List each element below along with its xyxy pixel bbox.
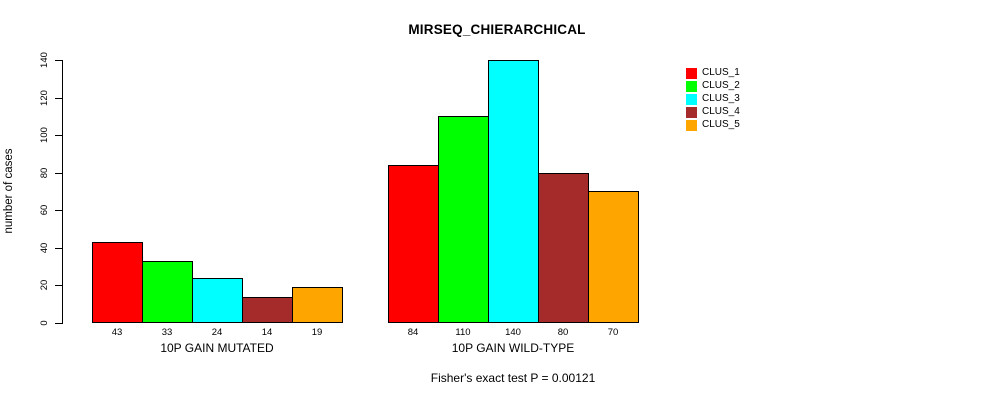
x-axis-group-label: 10P GAIN MUTATED — [160, 341, 274, 355]
legend-swatch-clus_4 — [686, 107, 697, 118]
bar-clus_4-group-2 — [538, 173, 589, 323]
y-axis-tick-label: 80 — [39, 167, 50, 179]
bar-value-label: 84 — [407, 327, 419, 338]
bar-value-label: 43 — [111, 327, 123, 338]
bar-clus_3-group-2 — [488, 60, 539, 323]
y-axis-tick-label: 60 — [39, 204, 50, 216]
y-axis-line — [62, 60, 63, 324]
chart-title: MIRSEQ_CHIERARCHICAL — [408, 22, 586, 37]
legend-label: CLUS_5 — [702, 119, 740, 130]
legend-label: CLUS_2 — [702, 80, 740, 91]
bar-clus_1-group-1 — [92, 242, 143, 323]
legend-swatch-clus_1 — [686, 68, 697, 79]
legend-swatch-clus_2 — [686, 81, 697, 92]
y-axis-tick-label: 100 — [39, 127, 50, 143]
bar-clus_2-group-2 — [438, 116, 489, 323]
y-axis-tick-label: 40 — [39, 242, 50, 254]
legend-label: CLUS_1 — [702, 67, 740, 78]
legend-label: CLUS_4 — [702, 106, 740, 117]
bar-value-label: 33 — [161, 327, 173, 338]
y-axis-tick-label: 140 — [39, 52, 50, 68]
y-axis-tick — [55, 210, 62, 211]
y-axis-tick-label: 0 — [39, 320, 50, 326]
y-axis-tick-label: 120 — [39, 90, 50, 106]
bar-value-label: 70 — [607, 327, 619, 338]
y-axis-tick — [55, 173, 62, 174]
bar-value-label: 19 — [311, 327, 323, 338]
legend-swatch-clus_5 — [686, 120, 697, 131]
bar-value-label: 110 — [455, 327, 471, 338]
legend-swatch-clus_3 — [686, 94, 697, 105]
bar-value-label: 140 — [505, 327, 521, 338]
y-axis-tick — [55, 135, 62, 136]
y-axis-tick — [55, 98, 62, 99]
bar-clus_4-group-1 — [242, 297, 293, 323]
bar-clus_2-group-1 — [142, 261, 193, 323]
bar-clus_3-group-1 — [192, 278, 243, 323]
bar-clus_5-group-1 — [292, 287, 343, 323]
bar-value-label: 24 — [211, 327, 223, 338]
y-axis-tick — [55, 60, 62, 61]
y-axis-tick — [55, 323, 62, 324]
legend-label: CLUS_3 — [702, 93, 740, 104]
bar-value-label: 14 — [261, 327, 273, 338]
x-axis-group-label: 10P GAIN WILD-TYPE — [451, 341, 575, 355]
annotation-text: Fisher's exact test P = 0.00121 — [430, 371, 596, 385]
bar-clus_1-group-2 — [388, 165, 439, 323]
bar-value-label: 80 — [557, 327, 569, 338]
y-axis-tick — [55, 285, 62, 286]
bar-clus_5-group-2 — [588, 191, 639, 323]
y-axis-tick — [55, 248, 62, 249]
y-axis-label: number of cases — [3, 148, 15, 234]
y-axis-tick-label: 20 — [39, 279, 50, 291]
